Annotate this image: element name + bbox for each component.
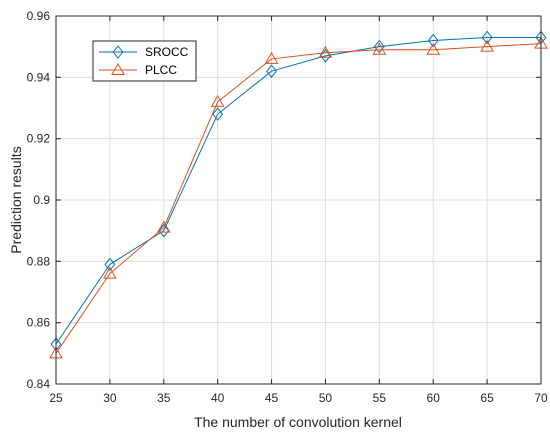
y-tick-label: 0.92	[27, 132, 51, 146]
x-axis-label: The number of convolution kernel	[194, 414, 402, 430]
srocc-line	[55, 36, 541, 345]
legend-label-plcc: PLCC	[145, 63, 177, 77]
x-tick-label: 45	[265, 391, 279, 405]
y-tick-label: 0.88	[27, 254, 51, 268]
plcc-point	[264, 51, 279, 64]
y-tick-label: 0.9	[33, 193, 50, 207]
plcc-point	[426, 42, 441, 55]
y-tick-label: 0.86	[27, 316, 51, 330]
plcc-line	[55, 43, 542, 354]
srocc-point	[320, 49, 331, 63]
plcc-point	[318, 45, 333, 58]
y-tick-label: 0.96	[27, 9, 51, 23]
srocc-point	[481, 30, 493, 45]
x-tick-label: 55	[373, 391, 387, 405]
legend: SROCC PLCC	[92, 40, 197, 82]
srocc-point	[212, 107, 224, 121]
series-layer	[49, 30, 548, 359]
srocc-point	[158, 223, 170, 238]
x-tick-label: 35	[157, 391, 171, 405]
axis-ticks: 25 30 35 40 45 50 55 60 65 70 0.84 0.86 0.88 0.9 0.92 0…	[27, 9, 548, 405]
srocc-point	[427, 33, 439, 48]
plcc-point	[210, 94, 225, 107]
y-tick-label: 0.84	[27, 377, 51, 391]
x-tick-label: 65	[480, 391, 494, 405]
x-tick-label: 30	[103, 391, 117, 405]
srocc-point	[266, 64, 277, 79]
plcc-point	[103, 266, 117, 279]
plcc-point	[372, 42, 387, 55]
legend-label-srocc: SROCC	[145, 45, 189, 59]
x-tick-label: 50	[319, 391, 333, 405]
y-axis-label: Prediction results	[8, 146, 24, 253]
legend-marker-srocc	[112, 45, 124, 59]
srocc-point	[104, 257, 116, 272]
x-tick-label: 60	[427, 391, 441, 405]
legend-box	[92, 40, 197, 82]
x-tick-label: 70	[534, 391, 548, 405]
plcc-point	[156, 220, 171, 233]
series-plcc	[49, 36, 548, 359]
y-tick-label: 0.94	[27, 70, 51, 84]
srocc-point	[373, 39, 385, 54]
plcc-point	[480, 39, 494, 52]
x-tick-label: 25	[49, 391, 63, 405]
legend-marker-plcc	[111, 62, 125, 75]
x-tick-label: 40	[211, 391, 225, 405]
